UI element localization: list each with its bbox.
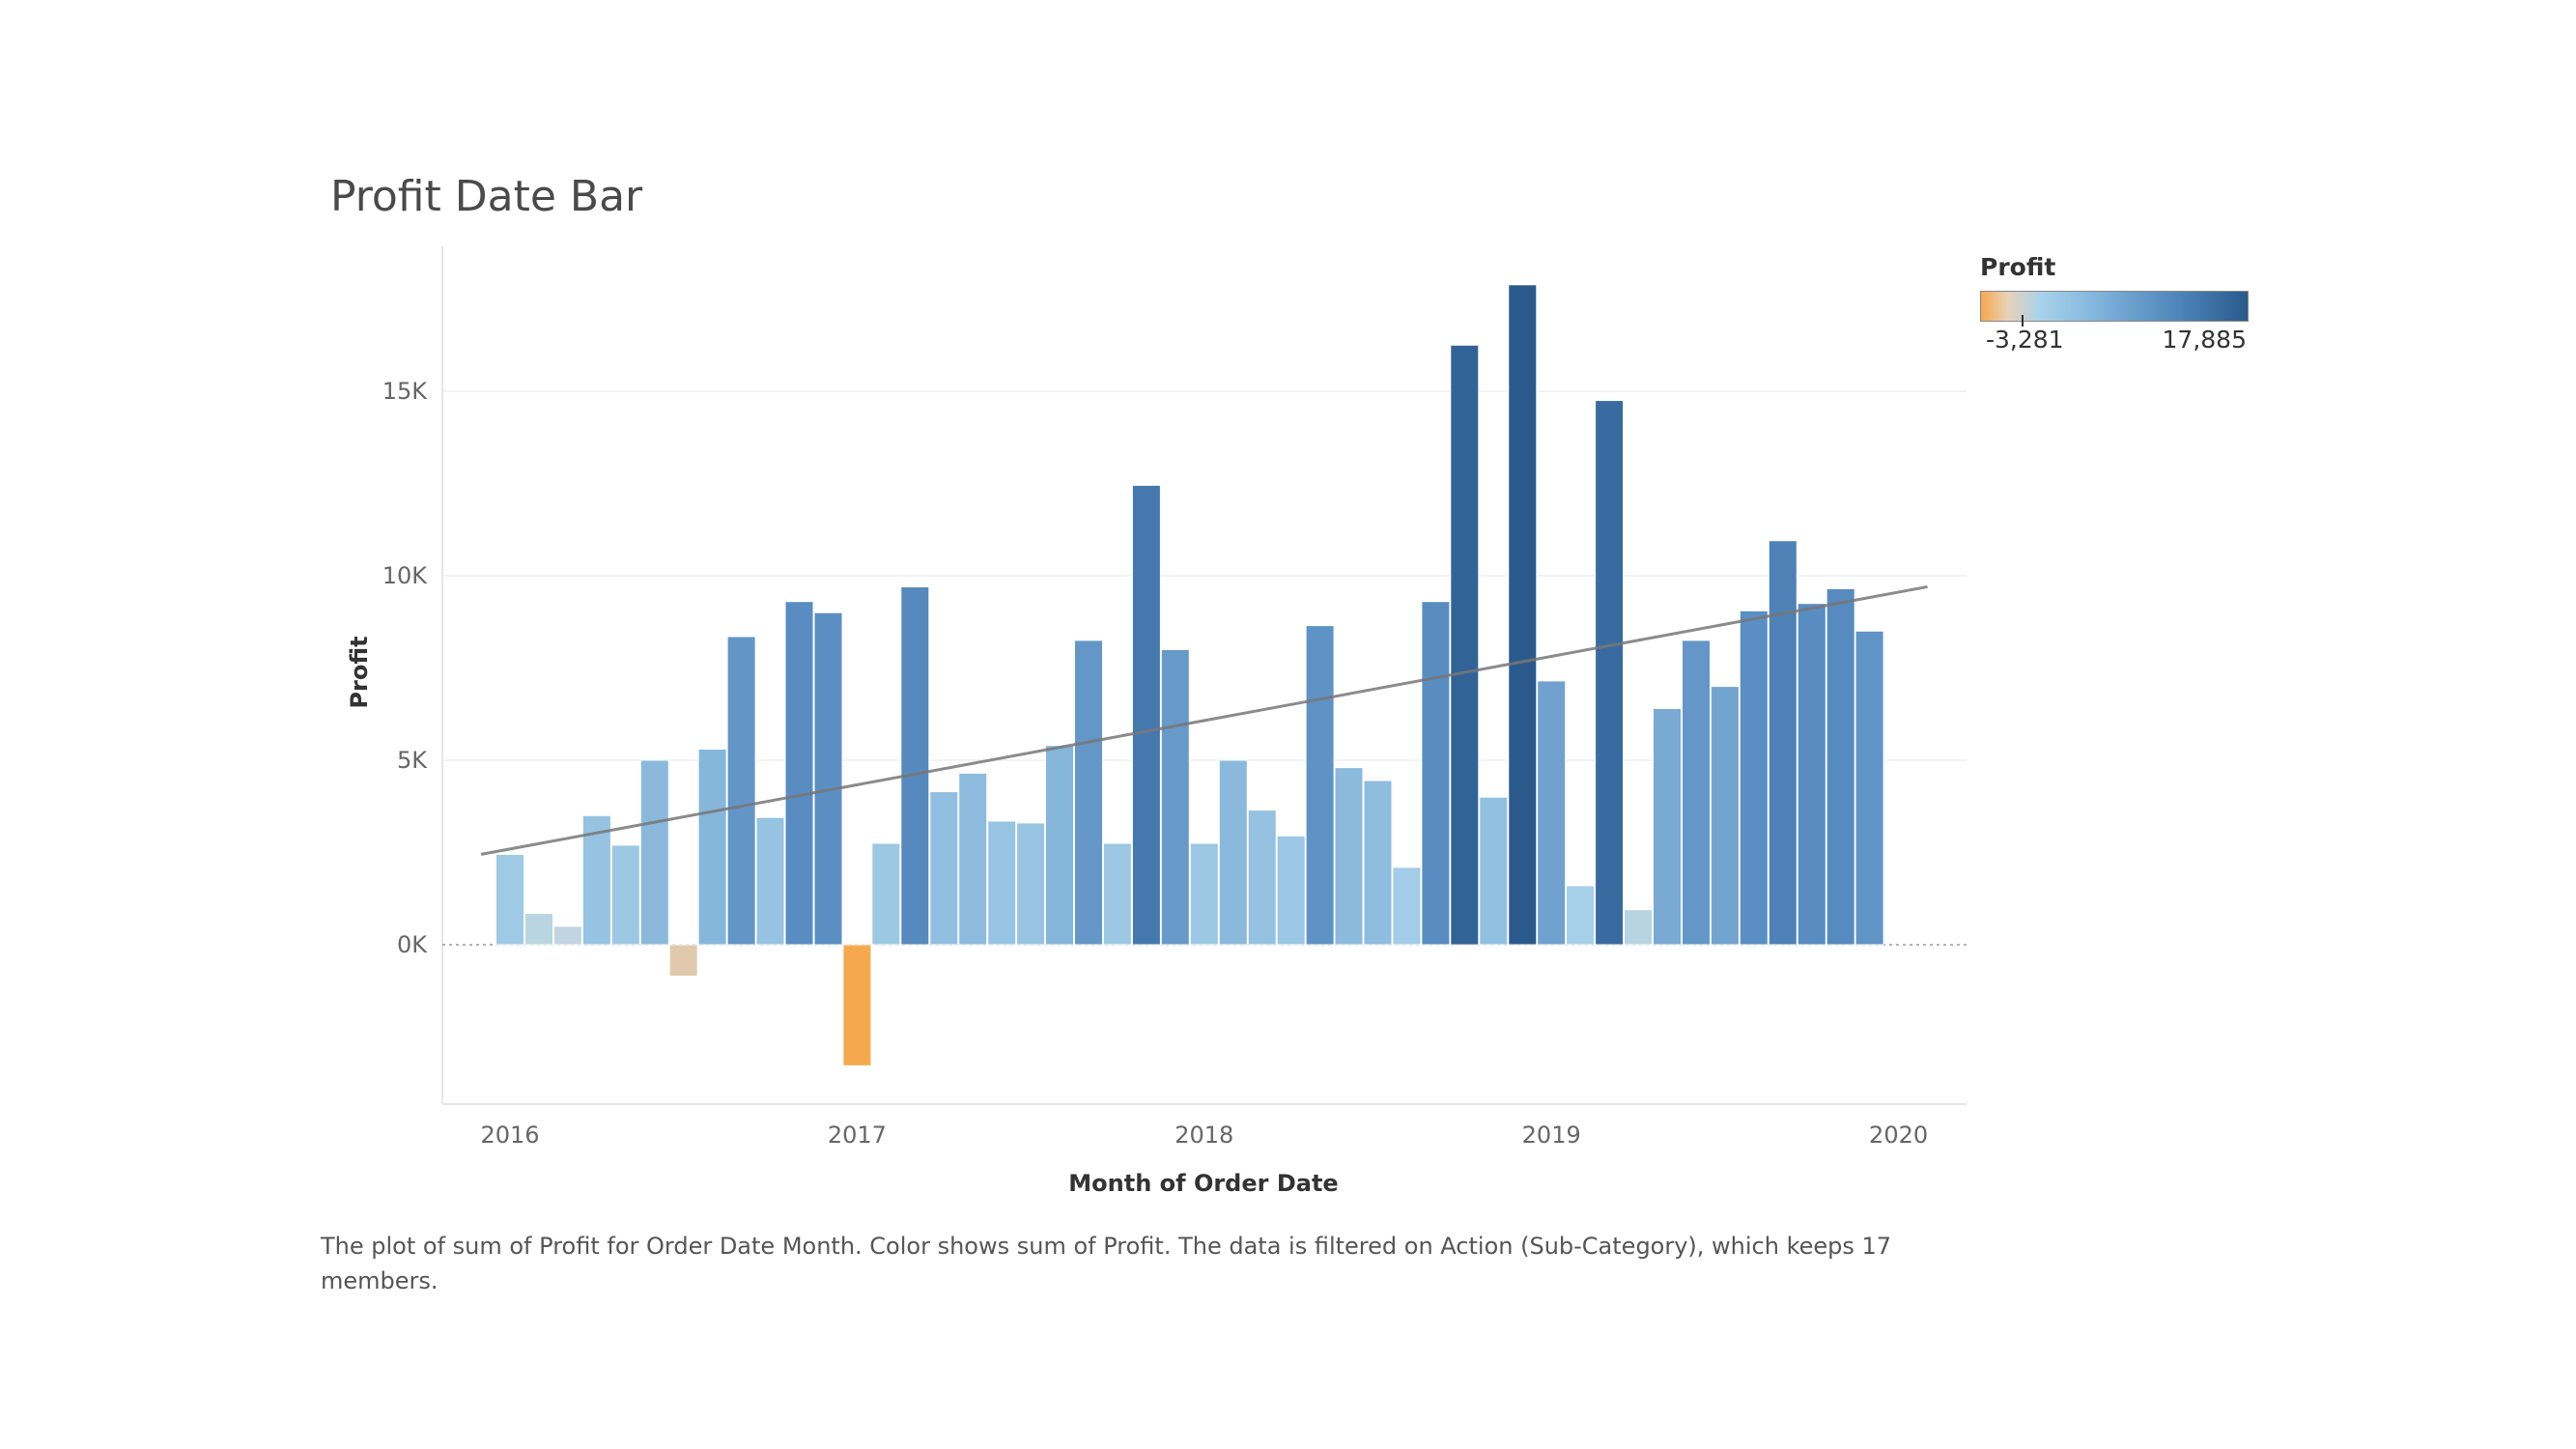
- bar-2018-09[interactable]: [1421, 601, 1451, 946]
- bar-2019-09[interactable]: [1768, 540, 1798, 946]
- bar-2018-11[interactable]: [1479, 796, 1509, 946]
- bar-2019-10[interactable]: [1797, 603, 1826, 946]
- bar-2017-12[interactable]: [1160, 648, 1190, 946]
- chart-title: Profit Date Bar: [330, 172, 643, 221]
- bar-2019-02[interactable]: [1566, 885, 1596, 946]
- bar-2016-10[interactable]: [755, 816, 785, 946]
- bar-2019-11[interactable]: [1826, 587, 1855, 946]
- bar-2016-01[interactable]: [495, 853, 524, 946]
- x-tick-labels: 2016 2017 2018 2019 2020: [480, 1122, 1928, 1149]
- bar-2018-04[interactable]: [1276, 835, 1306, 946]
- bar-2017-06[interactable]: [987, 820, 1017, 946]
- x-tick-label: 2017: [828, 1122, 887, 1149]
- bar-2016-08[interactable]: [697, 749, 727, 946]
- bar-2016-05[interactable]: [610, 844, 640, 946]
- bar-2019-08[interactable]: [1739, 610, 1769, 946]
- bar-2017-07[interactable]: [1016, 822, 1046, 946]
- bar-2016-11[interactable]: [784, 601, 814, 946]
- bar-2016-07[interactable]: [668, 944, 698, 977]
- legend-max-label: 17,885: [2162, 326, 2247, 354]
- y-tick-label: 15K: [382, 378, 429, 405]
- y-tick-label: 5K: [397, 747, 428, 774]
- color-legend: Profit -3,281 17,885: [1980, 253, 2270, 355]
- bar-2019-01[interactable]: [1537, 680, 1567, 946]
- bar-2017-01[interactable]: [842, 944, 872, 1066]
- trend-line-group: [480, 584, 1928, 856]
- x-tick-label: 2020: [1869, 1122, 1928, 1149]
- bar-2019-06[interactable]: [1682, 639, 1711, 946]
- bar-2017-03[interactable]: [900, 586, 930, 946]
- legend-title: Profit: [1980, 253, 2056, 281]
- chart-caption: The plot of sum of Profit for Order Date…: [321, 1233, 1892, 1294]
- bar-2018-10[interactable]: [1450, 344, 1480, 946]
- y-tick-label: 10K: [382, 562, 429, 589]
- bar-2019-07[interactable]: [1710, 686, 1740, 946]
- bar-2016-02[interactable]: [524, 913, 553, 946]
- bar-2019-12[interactable]: [1854, 630, 1884, 946]
- bar-2016-09[interactable]: [726, 636, 756, 946]
- bar-2017-04[interactable]: [929, 791, 959, 946]
- x-tick-label: 2016: [480, 1122, 539, 1149]
- legend-color-ramp: [1980, 291, 2249, 327]
- bar-2018-06[interactable]: [1334, 767, 1364, 946]
- legend-min-label: -3,281: [1986, 326, 2064, 354]
- bars: [495, 284, 1884, 1066]
- bar-2018-02[interactable]: [1218, 759, 1248, 946]
- y-axis-title: Profit: [346, 636, 373, 708]
- x-axis-title: Month of Order Date: [1068, 1170, 1338, 1197]
- x-tick-label: 2019: [1522, 1122, 1581, 1149]
- bar-2018-05[interactable]: [1305, 625, 1335, 946]
- bar-2016-06[interactable]: [639, 759, 669, 946]
- bar-2017-05[interactable]: [958, 772, 988, 946]
- y-tick-label: 0K: [397, 931, 428, 958]
- legend-zero-marker: [2022, 315, 2024, 327]
- bar-2019-03[interactable]: [1595, 400, 1625, 946]
- bar-2019-04[interactable]: [1624, 909, 1653, 946]
- bar-2019-05[interactable]: [1653, 708, 1682, 946]
- trend-line: [480, 584, 1928, 856]
- bar-2017-10[interactable]: [1102, 842, 1132, 946]
- bar-2017-11[interactable]: [1131, 484, 1161, 946]
- bar-2016-04[interactable]: [581, 814, 611, 946]
- bar-2018-08[interactable]: [1392, 867, 1422, 946]
- bar-2018-01[interactable]: [1189, 842, 1219, 946]
- bar-2016-12[interactable]: [813, 611, 843, 946]
- bar-2018-12[interactable]: [1508, 284, 1538, 946]
- bar-2018-07[interactable]: [1363, 780, 1393, 946]
- legend-labels: -3,281 17,885: [1980, 326, 2247, 355]
- x-tick-label: 2018: [1175, 1122, 1233, 1149]
- y-tick-labels: 0K 5K 10K 15K: [382, 378, 429, 958]
- bar-2018-03[interactable]: [1247, 810, 1277, 946]
- bar-2017-08[interactable]: [1045, 745, 1074, 946]
- bar-2017-09[interactable]: [1074, 639, 1103, 946]
- bar-2016-03[interactable]: [552, 925, 582, 946]
- bar-2017-02[interactable]: [871, 842, 901, 946]
